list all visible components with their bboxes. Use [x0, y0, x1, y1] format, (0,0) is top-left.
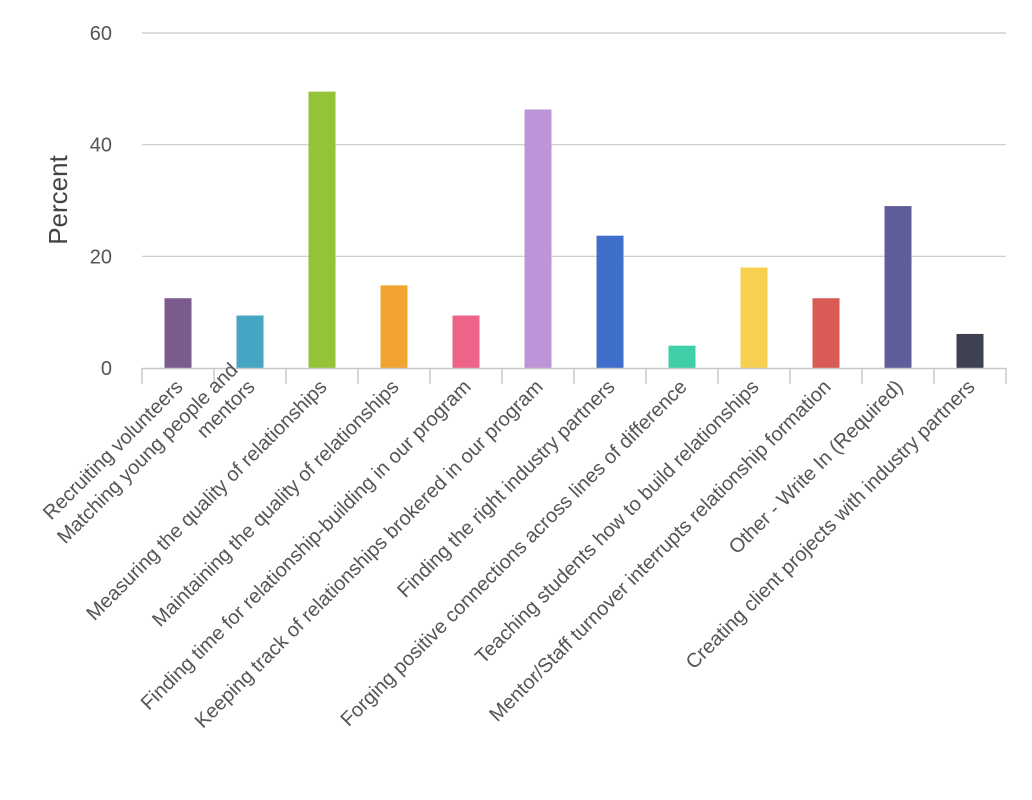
y-axis-title: Percent: [43, 154, 73, 244]
y-tick-label: 20: [90, 246, 112, 268]
bar: [308, 91, 336, 368]
x-tick-label-line: Matching young people and: [53, 359, 242, 548]
x-axis: [141, 367, 1007, 384]
x-tick-label-line: Mentor/Staff turnover interrupts relatio…: [485, 376, 835, 726]
y-tick-label: 40: [90, 135, 112, 157]
x-tick-label: Mentor/Staff turnover interrupts relatio…: [485, 376, 835, 726]
bar: [956, 333, 984, 368]
bar: [164, 298, 192, 368]
bar: [524, 109, 552, 368]
y-axis-ticks: 0 20 40 60: [90, 23, 112, 380]
x-tick-label: Forging positive connections across line…: [337, 376, 692, 731]
x-tick-label: Keeping track of relationships brokered …: [191, 376, 548, 733]
gridlines: [142, 32, 1006, 257]
x-tick-label-line: Forging positive connections across line…: [337, 376, 692, 731]
bar: [812, 298, 840, 368]
bar: [740, 267, 768, 368]
bar: [884, 206, 912, 368]
bar: [452, 315, 480, 368]
x-tick-label-line: Keeping track of relationships brokered …: [191, 376, 548, 733]
bar: [380, 285, 408, 368]
bar: [596, 235, 624, 368]
y-tick-label: 60: [90, 23, 112, 45]
bar: [236, 315, 264, 368]
bars: [164, 91, 984, 368]
y-tick-label: 0: [101, 358, 112, 380]
bar: [668, 345, 696, 368]
